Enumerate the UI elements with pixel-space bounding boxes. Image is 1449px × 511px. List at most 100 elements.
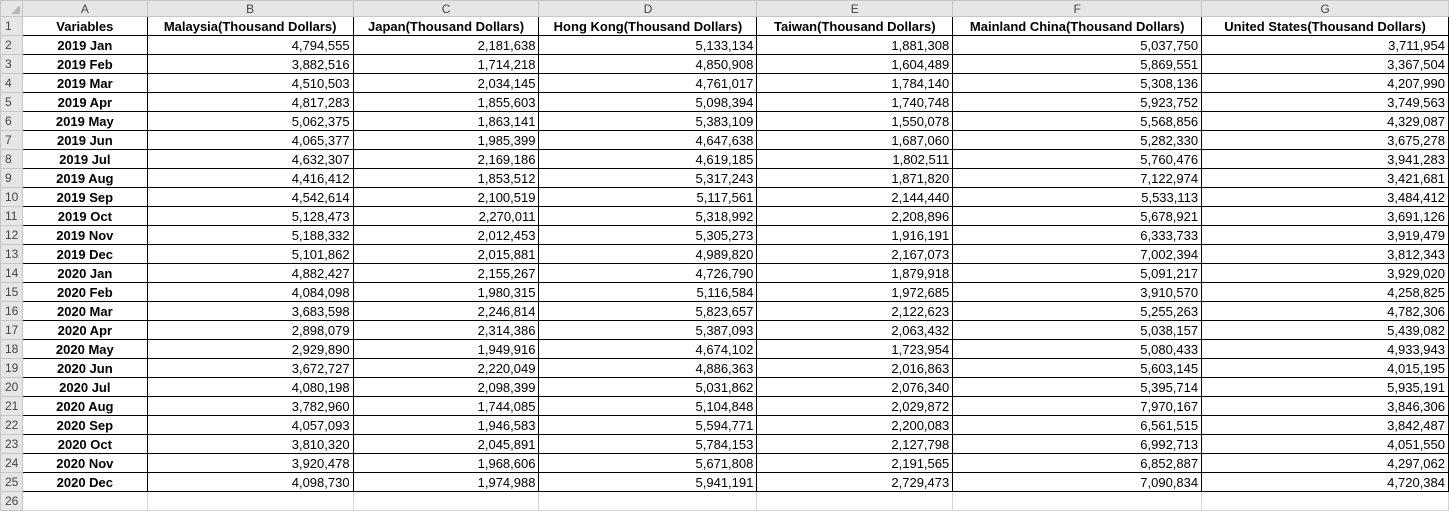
cell-malaysia[interactable]: 4,084,098 — [146, 282, 354, 302]
row-number[interactable]: 20 — [0, 377, 23, 397]
cell-mainland-china[interactable]: 6,992,713 — [952, 434, 1203, 454]
row-number[interactable]: 16 — [0, 301, 23, 321]
cell-malaysia[interactable]: 3,920,478 — [146, 453, 354, 473]
cell-period[interactable]: 2019 Aug — [21, 168, 148, 188]
cell-period[interactable]: 2019 Mar — [21, 73, 148, 93]
cell-hong-kong[interactable]: 5,784,153 — [538, 434, 758, 454]
cell-hong-kong[interactable]: 4,674,102 — [538, 339, 758, 359]
header-cell-united-states[interactable]: United States(Thousand Dollars) — [1201, 16, 1449, 36]
cell-taiwan[interactable]: 2,016,863 — [756, 358, 954, 378]
row-number[interactable]: 11 — [0, 206, 23, 226]
cell-period[interactable]: 2020 Apr — [21, 320, 148, 340]
cell-united-states[interactable]: 3,711,954 — [1201, 35, 1449, 55]
cell-malaysia[interactable]: 3,683,598 — [146, 301, 354, 321]
cell-mainland-china[interactable]: 6,852,887 — [952, 453, 1203, 473]
row-number[interactable]: 5 — [0, 92, 23, 112]
cell-taiwan[interactable]: 1,740,748 — [756, 92, 954, 112]
row-number[interactable]: 23 — [0, 434, 23, 454]
header-cell-mainland-china[interactable]: Mainland China(Thousand Dollars) — [952, 16, 1203, 36]
row-number[interactable]: 8 — [0, 149, 23, 169]
cell-taiwan[interactable]: 2,208,896 — [756, 206, 954, 226]
cell-period[interactable]: 2019 Nov — [21, 225, 148, 245]
cell-united-states[interactable]: 3,484,412 — [1201, 187, 1449, 207]
cell-period[interactable]: 2020 Feb — [21, 282, 148, 302]
cell-mainland-china[interactable]: 5,038,157 — [952, 320, 1203, 340]
cell-united-states[interactable]: 3,846,306 — [1201, 396, 1449, 416]
cell-period[interactable]: 2019 Apr — [21, 92, 148, 112]
cell-period[interactable]: 2020 May — [21, 339, 148, 359]
column-header-c[interactable]: C — [352, 0, 540, 17]
cell-malaysia[interactable]: 5,101,862 — [146, 244, 354, 264]
cell-united-states[interactable]: 4,329,087 — [1201, 111, 1449, 131]
row-number[interactable]: 9 — [0, 168, 23, 188]
cell-united-states[interactable]: 4,051,550 — [1201, 434, 1449, 454]
cell-japan[interactable]: 2,181,638 — [352, 35, 540, 55]
empty-cell[interactable] — [952, 491, 1203, 511]
cell-malaysia[interactable]: 4,416,412 — [146, 168, 354, 188]
column-header-a[interactable]: A — [21, 0, 148, 17]
cell-mainland-china[interactable]: 5,282,330 — [952, 130, 1203, 150]
cell-malaysia[interactable]: 5,128,473 — [146, 206, 354, 226]
empty-cell[interactable] — [538, 491, 758, 511]
cell-taiwan[interactable]: 2,127,798 — [756, 434, 954, 454]
cell-hong-kong[interactable]: 5,031,862 — [538, 377, 758, 397]
cell-malaysia[interactable]: 4,510,503 — [146, 73, 354, 93]
cell-united-states[interactable]: 3,749,563 — [1201, 92, 1449, 112]
cell-period[interactable]: 2020 Mar — [21, 301, 148, 321]
cell-taiwan[interactable]: 1,879,918 — [756, 263, 954, 283]
cell-united-states[interactable]: 4,933,943 — [1201, 339, 1449, 359]
cell-taiwan[interactable]: 1,802,511 — [756, 149, 954, 169]
cell-malaysia[interactable]: 4,794,555 — [146, 35, 354, 55]
cell-japan[interactable]: 1,980,315 — [352, 282, 540, 302]
cell-malaysia[interactable]: 4,632,307 — [146, 149, 354, 169]
cell-malaysia[interactable]: 4,065,377 — [146, 130, 354, 150]
cell-malaysia[interactable]: 3,882,516 — [146, 54, 354, 74]
header-cell-japan[interactable]: Japan(Thousand Dollars) — [352, 16, 540, 36]
cell-hong-kong[interactable]: 5,116,584 — [538, 282, 758, 302]
cell-mainland-china[interactable]: 5,255,263 — [952, 301, 1203, 321]
cell-united-states[interactable]: 3,675,278 — [1201, 130, 1449, 150]
cell-taiwan[interactable]: 2,076,340 — [756, 377, 954, 397]
cell-united-states[interactable]: 4,782,306 — [1201, 301, 1449, 321]
cell-mainland-china[interactable]: 5,533,113 — [952, 187, 1203, 207]
cell-malaysia[interactable]: 4,080,198 — [146, 377, 354, 397]
row-number[interactable]: 7 — [0, 130, 23, 150]
row-number[interactable]: 6 — [0, 111, 23, 131]
cell-united-states[interactable]: 4,297,062 — [1201, 453, 1449, 473]
cell-mainland-china[interactable]: 6,333,733 — [952, 225, 1203, 245]
row-number[interactable]: 25 — [0, 472, 23, 492]
header-cell-row-label[interactable]: Variables — [21, 16, 148, 36]
cell-mainland-china[interactable]: 5,080,433 — [952, 339, 1203, 359]
cell-hong-kong[interactable]: 5,318,992 — [538, 206, 758, 226]
header-cell-taiwan[interactable]: Taiwan(Thousand Dollars) — [756, 16, 954, 36]
cell-period[interactable]: 2019 Feb — [21, 54, 148, 74]
cell-hong-kong[interactable]: 4,886,363 — [538, 358, 758, 378]
column-header-b[interactable]: B — [146, 0, 354, 17]
empty-cell[interactable] — [146, 491, 354, 511]
cell-japan[interactable]: 1,946,583 — [352, 415, 540, 435]
cell-hong-kong[interactable]: 5,671,808 — [538, 453, 758, 473]
select-all-corner[interactable] — [0, 0, 23, 17]
cell-period[interactable]: 2019 Jan — [21, 35, 148, 55]
cell-malaysia[interactable]: 4,817,283 — [146, 92, 354, 112]
row-number[interactable]: 24 — [0, 453, 23, 473]
header-cell-hong-kong[interactable]: Hong Kong(Thousand Dollars) — [538, 16, 758, 36]
cell-taiwan[interactable]: 1,972,685 — [756, 282, 954, 302]
row-number[interactable]: 18 — [0, 339, 23, 359]
cell-mainland-china[interactable]: 5,869,551 — [952, 54, 1203, 74]
cell-period[interactable]: 2020 Nov — [21, 453, 148, 473]
cell-taiwan[interactable]: 2,729,473 — [756, 472, 954, 492]
cell-hong-kong[interactable]: 4,726,790 — [538, 263, 758, 283]
cell-malaysia[interactable]: 3,782,960 — [146, 396, 354, 416]
cell-period[interactable]: 2019 Sep — [21, 187, 148, 207]
cell-mainland-china[interactable]: 5,760,476 — [952, 149, 1203, 169]
column-header-d[interactable]: D — [538, 0, 758, 17]
cell-malaysia[interactable]: 3,672,727 — [146, 358, 354, 378]
cell-malaysia[interactable]: 2,929,890 — [146, 339, 354, 359]
cell-hong-kong[interactable]: 5,823,657 — [538, 301, 758, 321]
cell-japan[interactable]: 2,220,049 — [352, 358, 540, 378]
cell-period[interactable]: 2020 Sep — [21, 415, 148, 435]
cell-united-states[interactable]: 4,258,825 — [1201, 282, 1449, 302]
cell-taiwan[interactable]: 1,687,060 — [756, 130, 954, 150]
cell-taiwan[interactable]: 2,191,565 — [756, 453, 954, 473]
